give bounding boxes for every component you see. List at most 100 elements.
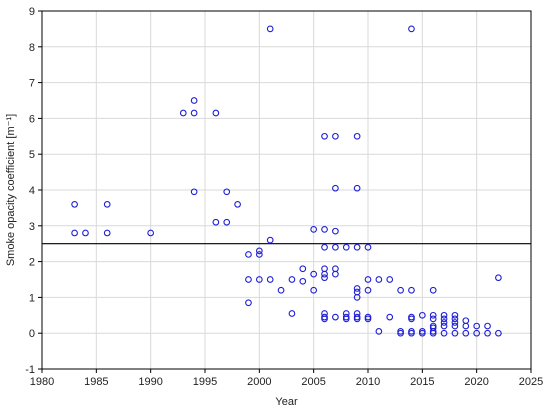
data-point bbox=[397, 286, 404, 294]
data-point bbox=[408, 315, 415, 323]
data-point bbox=[353, 288, 361, 296]
data-point bbox=[364, 243, 372, 251]
data-point bbox=[321, 315, 328, 323]
data-point bbox=[386, 276, 394, 283]
y-tick-label: 0 bbox=[29, 328, 35, 340]
data-point bbox=[440, 311, 448, 319]
data-point bbox=[429, 286, 437, 294]
x-tick-label: 2015 bbox=[410, 376, 434, 388]
y-tick-label: 2 bbox=[29, 257, 35, 269]
y-axis-ticks: -1 0 1 2 3 4 5 6 7 8 9 bbox=[25, 6, 42, 376]
data-point bbox=[103, 200, 111, 208]
data-point bbox=[386, 313, 394, 321]
data-point bbox=[277, 286, 285, 294]
data-point bbox=[321, 226, 328, 233]
data-point bbox=[440, 319, 448, 326]
data-point bbox=[71, 229, 78, 237]
data-point bbox=[266, 25, 274, 33]
data-point bbox=[332, 265, 339, 273]
x-tick-label: 2025 bbox=[519, 376, 543, 388]
data-point bbox=[212, 109, 220, 117]
data-point bbox=[332, 132, 339, 140]
data-point bbox=[353, 132, 361, 140]
data-point bbox=[71, 200, 78, 208]
data-point bbox=[364, 286, 372, 294]
data-point bbox=[342, 315, 350, 323]
data-point bbox=[190, 109, 198, 117]
data-point bbox=[353, 184, 361, 192]
data-point bbox=[103, 229, 111, 237]
data-point bbox=[484, 322, 491, 330]
data-point bbox=[364, 276, 372, 283]
x-tick-label: 2000 bbox=[247, 376, 271, 388]
data-point bbox=[408, 286, 415, 294]
data-point bbox=[353, 243, 361, 251]
data-point bbox=[299, 277, 307, 285]
x-tick-label: 1995 bbox=[193, 376, 217, 388]
data-point bbox=[495, 329, 502, 337]
data-point bbox=[408, 25, 415, 33]
data-point bbox=[484, 329, 491, 337]
x-axis-ticks: 1980 1985 1990 1995 2000 2005 2010 2015 2020 2025 bbox=[30, 369, 543, 388]
data-point bbox=[375, 328, 383, 335]
data-points bbox=[71, 25, 502, 337]
data-point bbox=[375, 276, 383, 283]
data-point bbox=[451, 329, 459, 337]
data-point bbox=[321, 265, 328, 273]
data-point bbox=[223, 218, 231, 226]
data-point bbox=[353, 315, 361, 323]
data-point bbox=[310, 286, 318, 294]
data-point bbox=[321, 243, 328, 251]
data-point bbox=[147, 229, 155, 237]
data-point bbox=[332, 184, 339, 192]
data-point bbox=[255, 276, 263, 283]
y-tick-label: 1 bbox=[29, 292, 35, 304]
data-point bbox=[288, 276, 296, 283]
x-tick-label: 1990 bbox=[138, 376, 162, 388]
data-point bbox=[451, 311, 459, 319]
data-point bbox=[321, 274, 328, 282]
y-tick-label: 5 bbox=[29, 149, 35, 161]
data-point bbox=[451, 322, 459, 330]
data-point bbox=[190, 97, 198, 104]
data-point bbox=[473, 322, 481, 330]
data-point bbox=[462, 317, 470, 325]
data-point bbox=[408, 329, 415, 337]
data-point bbox=[440, 329, 448, 337]
y-tick-label: 7 bbox=[29, 78, 35, 90]
data-point bbox=[429, 329, 437, 337]
data-point bbox=[212, 218, 220, 226]
data-point bbox=[353, 285, 361, 292]
data-point bbox=[332, 313, 339, 321]
data-point bbox=[223, 188, 231, 196]
data-point bbox=[179, 109, 187, 117]
y-tick-label: 6 bbox=[29, 113, 35, 125]
data-point bbox=[190, 188, 198, 196]
y-tick-label: -1 bbox=[25, 364, 35, 376]
data-point bbox=[288, 310, 296, 317]
data-point bbox=[451, 315, 459, 323]
data-point bbox=[364, 315, 372, 323]
data-point bbox=[462, 322, 470, 330]
data-point bbox=[255, 247, 263, 255]
data-point bbox=[266, 236, 274, 244]
data-point bbox=[245, 299, 252, 307]
data-point bbox=[332, 243, 339, 251]
data-point bbox=[353, 294, 361, 301]
data-point bbox=[495, 274, 502, 282]
data-point bbox=[310, 270, 318, 278]
data-point bbox=[451, 319, 459, 326]
data-point bbox=[473, 329, 481, 337]
data-point bbox=[440, 315, 448, 323]
data-point bbox=[321, 270, 328, 278]
x-tick-label: 2005 bbox=[301, 376, 325, 388]
data-point bbox=[332, 270, 339, 278]
data-point bbox=[342, 243, 350, 251]
data-point bbox=[332, 227, 339, 235]
x-tick-label: 1985 bbox=[84, 376, 108, 388]
y-tick-label: 3 bbox=[29, 221, 35, 233]
y-tick-label: 4 bbox=[29, 185, 35, 197]
data-point bbox=[299, 265, 307, 273]
data-point bbox=[266, 276, 274, 283]
